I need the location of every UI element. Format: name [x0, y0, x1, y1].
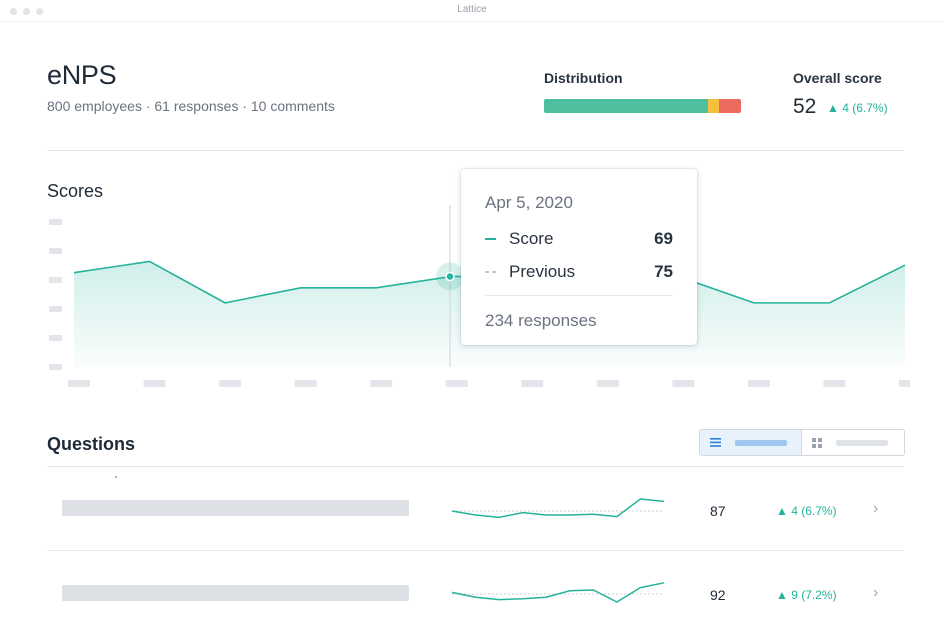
question-row[interactable]: 87 ▲ 4 (6.7%) ›	[47, 467, 904, 551]
window-title: Lattice	[457, 4, 487, 15]
overall-score-label: Overall score	[793, 70, 882, 86]
sparkline-line	[451, 582, 665, 603]
question-text-placeholder	[62, 585, 409, 601]
y-tick-label	[49, 364, 62, 370]
window-controls[interactable]	[10, 8, 43, 15]
chevron-right-icon[interactable]: ›	[873, 584, 879, 601]
x-tick-label	[672, 380, 695, 387]
grid-view-button[interactable]	[802, 430, 904, 455]
sparkline-line	[451, 498, 665, 519]
question-delta: ▲ 9 (7.2%)	[776, 588, 837, 602]
score-legend-icon	[485, 238, 496, 240]
tooltip-divider	[485, 295, 673, 296]
x-tick-label	[445, 380, 468, 387]
distribution-segment-promoters	[544, 99, 708, 113]
x-tick-label	[370, 380, 393, 387]
questions-divider	[47, 466, 904, 467]
marker-dot	[115, 476, 117, 478]
grid-view-label	[836, 439, 888, 446]
x-tick-label	[143, 380, 166, 387]
view-toggle	[699, 429, 905, 456]
x-tick-label	[899, 380, 910, 387]
list-view-label	[735, 439, 787, 446]
previous-legend-icon	[485, 271, 496, 273]
overall-score-value: 52	[793, 95, 817, 118]
list-view-button[interactable]	[700, 430, 802, 455]
x-tick-label	[823, 380, 846, 387]
x-tick-label	[68, 380, 90, 387]
hover-point[interactable]	[445, 271, 455, 282]
list-view-icon	[710, 438, 721, 447]
y-tick-label	[49, 219, 62, 225]
close-window-icon[interactable]	[10, 8, 17, 15]
tooltip-responses: 234 responses	[485, 311, 597, 330]
minimize-window-icon[interactable]	[23, 8, 30, 15]
chart-tooltip: Apr 5, 2020 Score 69 Previous 75 234 res…	[461, 169, 697, 345]
distribution-segment-detractors	[719, 99, 741, 113]
tooltip-date: Apr 5, 2020	[485, 193, 573, 212]
x-tick-label	[521, 380, 544, 387]
page-subtitle: 800 employees · 61 responses · 10 commen…	[47, 98, 335, 114]
question-delta: ▲ 4 (6.7%)	[776, 504, 837, 518]
x-tick-label	[747, 380, 770, 387]
question-sparkline	[451, 498, 665, 519]
header-divider	[47, 150, 904, 151]
chevron-right-icon[interactable]: ›	[873, 500, 879, 517]
maximize-window-icon[interactable]	[36, 8, 43, 15]
x-tick-label	[294, 380, 317, 387]
tooltip-score-value: 69	[654, 229, 673, 248]
question-row[interactable]: 92 ▲ 9 (7.2%) ›	[47, 552, 904, 620]
x-tick-label	[219, 380, 242, 387]
y-tick-label	[49, 335, 62, 341]
tooltip-previous-row: Previous 75	[485, 261, 673, 283]
distribution-bar	[544, 99, 741, 113]
distribution-segment-passives	[707, 99, 720, 113]
y-tick-label	[49, 277, 62, 283]
distribution-label: Distribution	[544, 70, 623, 86]
question-score: 92	[710, 587, 726, 603]
y-tick-label	[49, 248, 62, 254]
x-tick-label	[596, 380, 619, 387]
tooltip-previous-value: 75	[654, 262, 673, 281]
y-tick-label	[49, 306, 62, 312]
tooltip-score-label: Score	[509, 229, 554, 248]
grid-view-icon	[812, 437, 822, 448]
scores-section-title: Scores	[47, 181, 104, 201]
tooltip-score-row: Score 69	[485, 228, 673, 250]
tooltip-previous-label: Previous	[509, 262, 576, 281]
overall-score-delta: ▲ 4 (6.7%)	[827, 101, 888, 115]
question-text-placeholder	[62, 500, 409, 516]
question-score: 87	[710, 503, 726, 519]
window-titlebar: Lattice	[0, 0, 944, 22]
page-title: eNPS	[47, 60, 117, 90]
questions-section-title: Questions	[47, 434, 136, 454]
question-sparkline	[451, 582, 665, 603]
